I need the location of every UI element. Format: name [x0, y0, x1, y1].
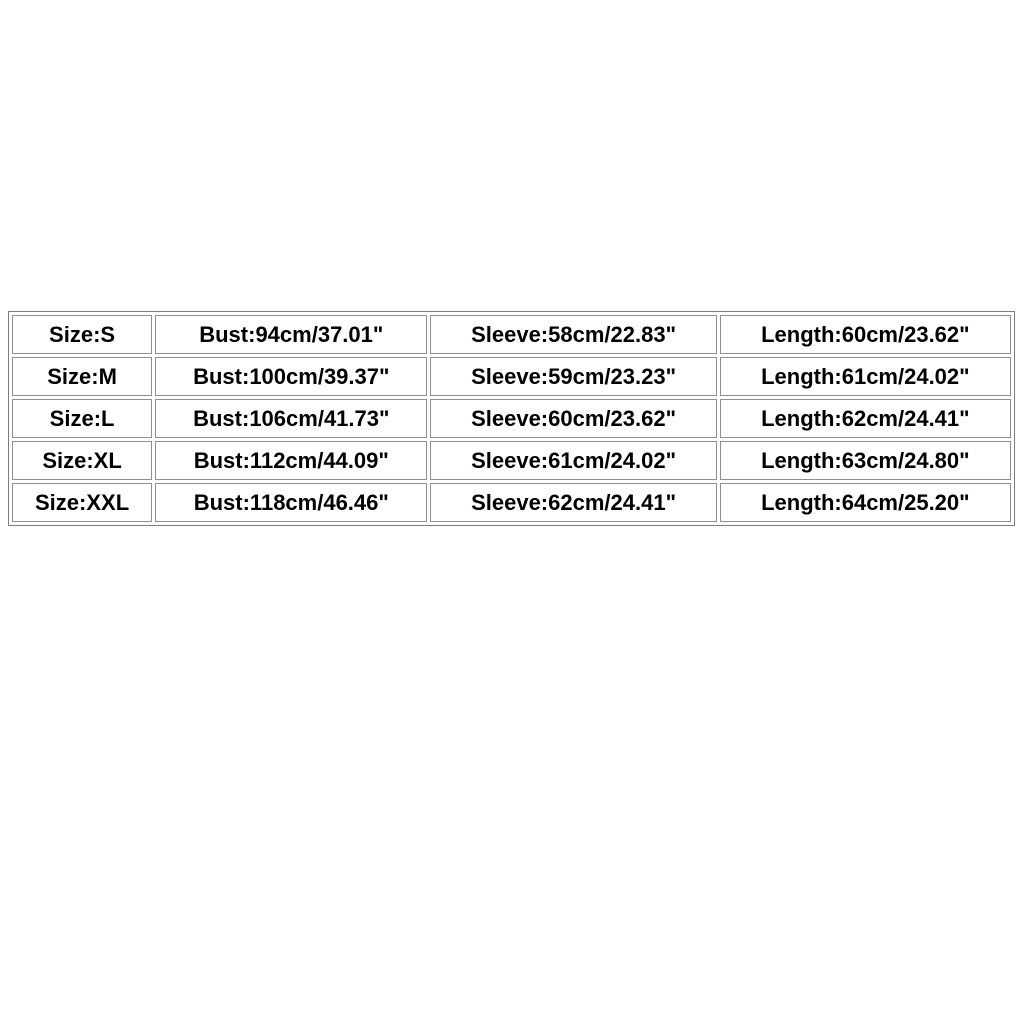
size-cell: Size:XXL [12, 483, 153, 522]
sleeve-cell: Sleeve:60cm/23.62" [430, 399, 717, 438]
sleeve-cell: Sleeve:58cm/22.83" [430, 315, 717, 354]
size-row-xl: Size:XL Bust:112cm/44.09" Sleeve:61cm/24… [12, 441, 1011, 480]
bust-cell: Bust:118cm/46.46" [155, 483, 428, 522]
length-cell: Length:64cm/25.20" [719, 483, 1011, 522]
size-cell: Size:S [12, 315, 153, 354]
size-row-xxl: Size:XXL Bust:118cm/46.46" Sleeve:62cm/2… [12, 483, 1011, 522]
length-cell: Length:63cm/24.80" [719, 441, 1011, 480]
size-row-m: Size:M Bust:100cm/39.37" Sleeve:59cm/23.… [12, 357, 1011, 396]
size-cell: Size:XL [12, 441, 153, 480]
bust-cell: Bust:106cm/41.73" [155, 399, 428, 438]
size-chart-body: Size:S Bust:94cm/37.01" Sleeve:58cm/22.8… [12, 315, 1011, 522]
bust-cell: Bust:112cm/44.09" [155, 441, 428, 480]
size-row-l: Size:L Bust:106cm/41.73" Sleeve:60cm/23.… [12, 399, 1011, 438]
length-cell: Length:61cm/24.02" [719, 357, 1011, 396]
bust-cell: Bust:100cm/39.37" [155, 357, 428, 396]
size-cell: Size:L [12, 399, 153, 438]
length-cell: Length:60cm/23.62" [719, 315, 1011, 354]
sleeve-cell: Sleeve:59cm/23.23" [430, 357, 717, 396]
length-cell: Length:62cm/24.41" [719, 399, 1011, 438]
bust-cell: Bust:94cm/37.01" [155, 315, 428, 354]
size-chart-table: Size:S Bust:94cm/37.01" Sleeve:58cm/22.8… [8, 311, 1015, 526]
size-cell: Size:M [12, 357, 153, 396]
sleeve-cell: Sleeve:62cm/24.41" [430, 483, 717, 522]
sleeve-cell: Sleeve:61cm/24.02" [430, 441, 717, 480]
size-row-s: Size:S Bust:94cm/37.01" Sleeve:58cm/22.8… [12, 315, 1011, 354]
